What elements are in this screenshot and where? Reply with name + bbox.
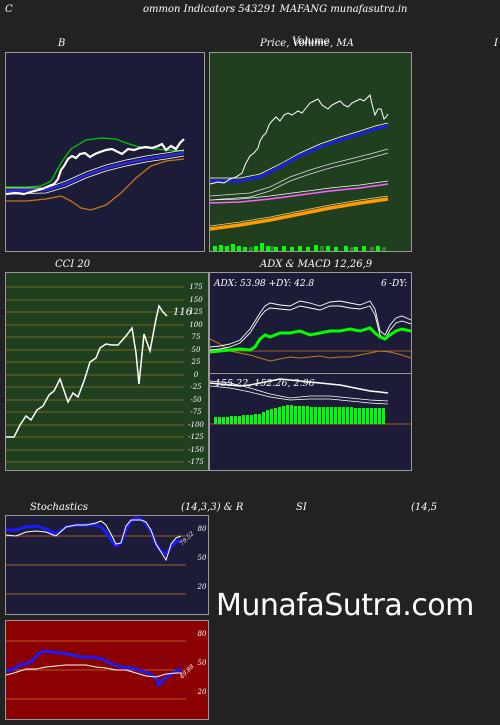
cci-tick: 25 [191, 358, 201, 366]
adx-chart: ADX: 53.98 +DY: 42.8 6 -DY: 12.81 [209, 279, 436, 362]
cci-tick: 50 [192, 346, 201, 354]
bb-ma-inner [5, 155, 185, 195]
bollinger-chart [5, 137, 185, 211]
cci-ticks: 175 150 125 100 75 50 25 0 -25 -50 -75 -… [188, 283, 204, 466]
cci-tick: 0 [194, 371, 199, 379]
stoch-title-mid: (14,3,3) & R [181, 502, 244, 513]
bb-price-line [5, 138, 185, 196]
rsi-blue-line [5, 649, 183, 688]
cci-tick: 125 [189, 308, 203, 316]
price-panel [209, 52, 412, 252]
rsi-tick: 50 [198, 659, 207, 667]
stochastics-panel: 80 50 20 79.52 [5, 515, 209, 615]
macd-chart: 155.22, 152.26, 2.96 [209, 378, 411, 425]
ma-mid-white-2 [209, 152, 389, 201]
adx-minus-dy-label: -DY: 12.81 [389, 279, 411, 289]
ma-long-outline [209, 195, 389, 227]
rsi-white-line [5, 664, 182, 678]
price-title: Price, Volume, MA [260, 38, 354, 49]
bollinger-panel [5, 52, 205, 252]
stoch-tick: 20 [197, 583, 207, 591]
price-edge-letter: I [494, 38, 498, 49]
cci-value-label: 116 [173, 307, 193, 318]
cci-chart: 175 150 125 100 75 50 25 0 -25 -50 -75 -… [6, 283, 204, 466]
rsi-panel: 80 50 20 49.88 [5, 620, 209, 720]
cci-tick: 100 [189, 321, 203, 329]
price-line [209, 94, 389, 185]
stoch-title-left: Stochastics [30, 502, 88, 513]
header-title: ommon Indicators 543291 MAFANG munafasut… [143, 4, 408, 15]
rsi-title-right: (14,5 [411, 502, 438, 513]
price-title-overlay: Volume [292, 36, 330, 47]
cci-tick: -75 [190, 408, 202, 416]
cci-tick: -50 [190, 396, 202, 404]
price-title-a: Price, [260, 38, 290, 49]
ma-mid-white [209, 148, 389, 197]
adx-dy6: 6 [381, 279, 387, 289]
cci-tick: -175 [188, 458, 204, 466]
cci-tick: 175 [189, 283, 203, 291]
cci-tick: -25 [190, 383, 202, 391]
bb-ma-blue [5, 152, 185, 192]
rsi-value-label: 49.88 [178, 663, 196, 681]
adx-readout: ADX: 53.98 +DY: 42.8 [213, 279, 314, 289]
bb-ma-outer [6, 149, 185, 189]
ma-pink-outline [209, 180, 389, 201]
volume-bars-dim [249, 246, 386, 251]
rsi-tick: 80 [198, 630, 207, 638]
ma-long-orange [209, 197, 389, 231]
cci-tick: -100 [188, 421, 204, 429]
stoch-value-label: 79.52 [178, 530, 195, 547]
cci-tick: -150 [188, 446, 204, 454]
rsi-tick: 20 [197, 688, 207, 696]
adx-panel: ADX: 53.98 +DY: 42.8 6 -DY: 12.81 [209, 272, 436, 374]
adx-line-inner [209, 305, 412, 351]
bb-title: B [58, 38, 66, 49]
stoch-k-line [5, 519, 182, 562]
cci-tick: 150 [189, 296, 203, 304]
price-chart [209, 94, 389, 251]
adx-plus-dy [209, 326, 412, 354]
price-title-b: Volume, [292, 38, 334, 49]
macd-signal-inner [209, 385, 389, 405]
adx-minus-dy [209, 338, 412, 362]
macd-readout: 155.22, 152.26, 2.96 [215, 378, 315, 389]
ma-blue-outline [210, 122, 389, 179]
cci-line [6, 304, 168, 438]
adx-title: ADX & MACD 12,26,9 [260, 259, 373, 270]
macd-panel: 155.22, 152.26, 2.96 [209, 373, 412, 471]
macd-line [209, 378, 389, 394]
cci-panel: 175 150 125 100 75 50 25 0 -25 -50 -75 -… [5, 272, 209, 471]
header-left-letter: C [5, 4, 13, 15]
cci-title: CCI 20 [55, 259, 91, 270]
rsi-chart: 80 50 20 49.88 [5, 630, 207, 700]
volume-bars [213, 243, 380, 251]
cci-tick: -125 [188, 433, 204, 441]
bb-lower-band [6, 158, 185, 211]
stoch-tick: 50 [198, 554, 207, 562]
munafasutra-watermark: MunafaSutra.com [216, 588, 474, 623]
rsi-title-si: SI [296, 502, 307, 513]
adx-line-outer [209, 300, 412, 348]
cci-tick: 75 [192, 333, 201, 341]
ma-pink [209, 183, 389, 204]
stoch-tick: 80 [198, 525, 207, 533]
price-title-c: MA [336, 38, 354, 49]
ma-blue [210, 124, 389, 183]
macd-histogram [214, 405, 385, 424]
stochastics-chart: 80 50 20 79.52 [5, 516, 207, 595]
